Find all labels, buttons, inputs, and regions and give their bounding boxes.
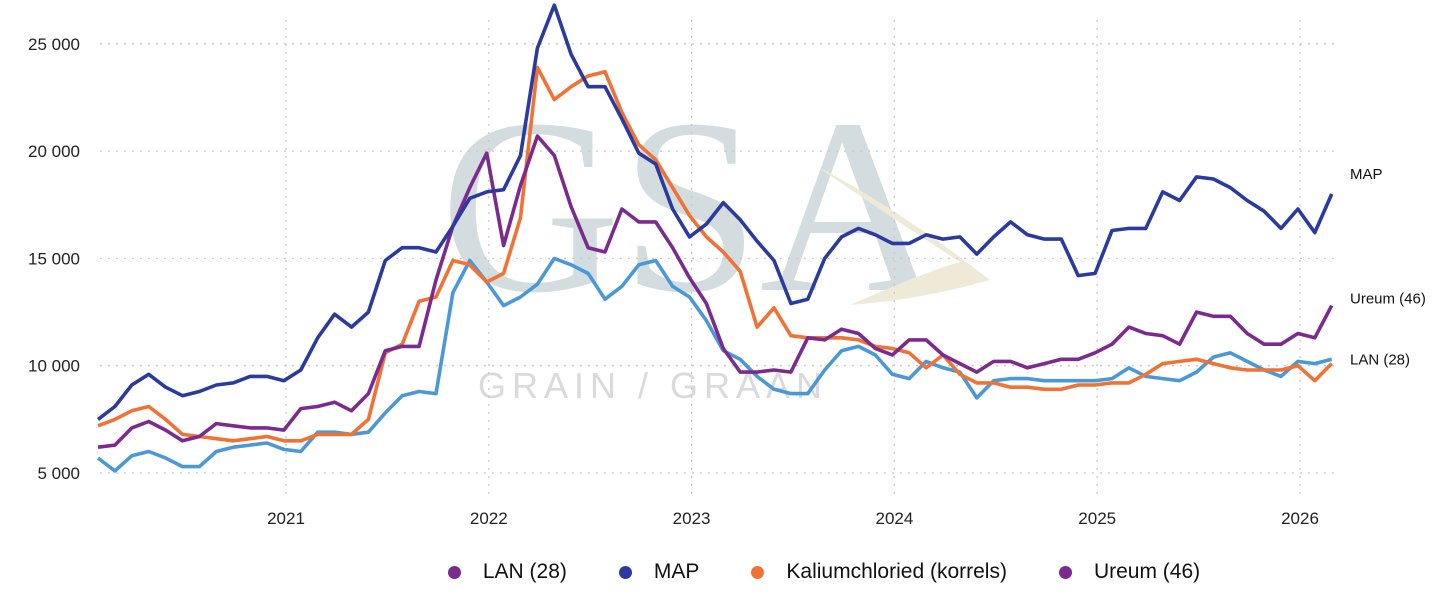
legend-item[interactable]: Kaliumchloried (korrels) [751, 560, 1007, 584]
end-label: LAN (28) [1350, 351, 1410, 368]
x-tick-label: 2026 [1281, 509, 1319, 528]
x-tick-label: 2025 [1078, 509, 1116, 528]
x-tick-label: 2024 [875, 509, 913, 528]
grid [100, 20, 1340, 500]
legend-label: Kaliumchloried (korrels) [786, 560, 1007, 583]
series-line-map [96, 3, 1334, 421]
legend-label: Ureum (46) [1093, 560, 1201, 583]
x-axis: 2021 2022 2023 2024 2025 2026 [267, 509, 1319, 528]
legend-label: LAN (28) [482, 560, 567, 583]
legend-item[interactable]: MAP [618, 560, 700, 584]
end-label: MAP [1350, 166, 1383, 183]
y-tick-label: 5 000 [37, 464, 80, 483]
y-tick-label: 20 000 [28, 142, 80, 161]
watermark-swoosh [815, 165, 990, 305]
series-line-ureum-46 [97, 134, 1334, 449]
end-labels: LAN (28) Ureum (46) MAP [1350, 166, 1426, 368]
y-axis: 5 000 10 000 15 000 20 000 25 000 [28, 35, 80, 483]
series-line-kaliumchloried-korrels [97, 65, 1333, 443]
y-tick-label: 25 000 [28, 35, 80, 54]
x-tick-label: 2021 [267, 509, 305, 528]
legend-dot-icon [751, 565, 765, 579]
x-tick-label: 2023 [673, 509, 711, 528]
gsa-watermark-logo: GSA GRAIN / GRAAN [440, 68, 990, 406]
legend-dot-icon [1058, 565, 1072, 579]
legend: LAN (28) MAP Kaliumchloried (korrels) Ureum… [0, 560, 1448, 584]
legend-dot-icon [447, 565, 461, 579]
x-tick-label: 2022 [470, 509, 508, 528]
end-label: Ureum (46) [1350, 291, 1426, 308]
y-tick-label: 15 000 [28, 249, 80, 268]
y-tick-label: 10 000 [28, 357, 80, 376]
legend-item[interactable]: LAN (28) [447, 560, 567, 584]
legend-label: MAP [653, 560, 700, 583]
legend-dot-icon [618, 565, 632, 579]
line-chart: GSA GRAIN / GRAAN 5 000 10 000 15 000 20 00… [28, 3, 1426, 528]
series-lines [96, 3, 1334, 473]
series-line-lan-28 [96, 256, 1333, 473]
legend-item[interactable]: Ureum (46) [1058, 560, 1201, 584]
